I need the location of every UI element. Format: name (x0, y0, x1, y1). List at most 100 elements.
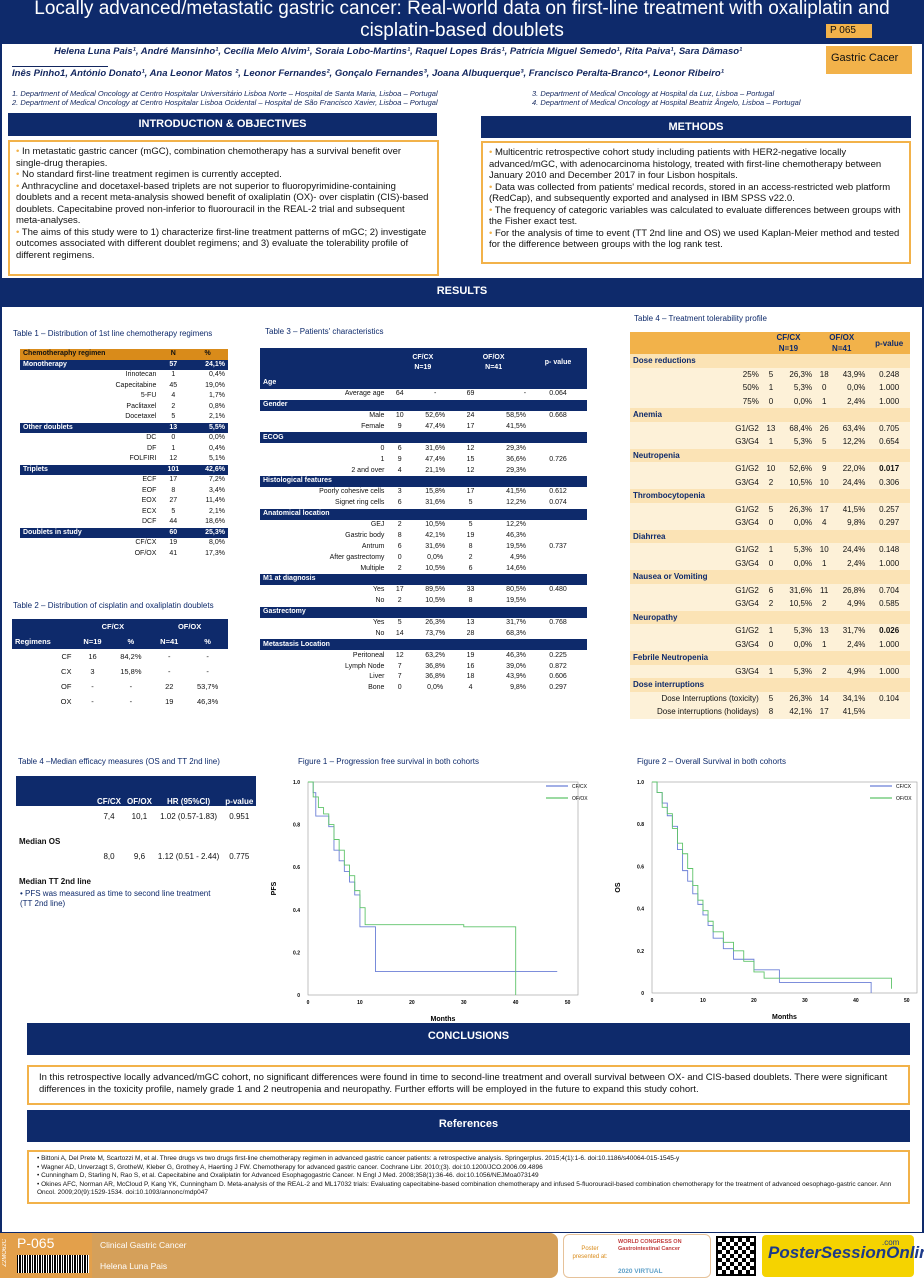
table-cell: 10,5% (780, 597, 816, 611)
table-row: Liver 7 36,8% 18 43,9% 0.606 (260, 672, 587, 683)
table-cell: Triplets (20, 464, 160, 475)
affiliation-1: 1. Department of Medical Oncology at Cen… (12, 89, 438, 98)
reference-item: • Bittoni A, Del Prete M, Scartozzi M, e… (37, 1155, 680, 1162)
table-group-row: Monotherapy 57 24,1% (20, 359, 228, 370)
table-cell: 43,9% (506, 673, 527, 681)
table-cell: 10 (815, 475, 834, 489)
table-cell: 11 (815, 583, 834, 597)
table-row: G1/G2 10 52,6% 9 22,0% 0.017 (630, 462, 910, 476)
table-cell: Neuropathy (630, 610, 910, 624)
table-row: 75% 0 0,0% 1 2,4% 1.000 (630, 394, 910, 408)
table-cell: Liver (369, 673, 385, 681)
table-cell: 1.000 (868, 381, 910, 395)
table-row: 50% 1 5,3% 0 0,0% 1.000 (630, 381, 910, 395)
table-cell (868, 705, 910, 719)
table-cell: 8,0% (209, 539, 225, 546)
table-cell: 15 (466, 455, 475, 463)
table-row: G3/G4 0 0,0% 1 2,4% 1.000 (630, 556, 910, 570)
table-cell: 1 (761, 624, 781, 638)
x-tick-label: 20 (409, 1000, 415, 1006)
table-section-row: Histological features (260, 476, 587, 487)
table-cell: Gastric body (345, 531, 385, 539)
methods-box: • Multicentric retrospective cohort stud… (481, 141, 911, 264)
intro-bullet: • In metastatic gastric cancer (mGC), co… (16, 146, 402, 169)
table-cell: CF/CX (74, 619, 152, 634)
y-tick-label: 0.4 (637, 907, 644, 913)
table-cell: 16 (466, 662, 475, 670)
table-header-row: CF/CX N=19 OF/OX N=41 p- value (260, 348, 587, 378)
methods-bullet: • Data was collected from patients' medi… (489, 181, 891, 205)
x-tick-label: 30 (802, 998, 808, 1004)
table-cell: Male (369, 412, 385, 420)
table-cell: 8 (397, 531, 402, 539)
table-cell (260, 348, 388, 378)
y-tick-label: 0.4 (293, 908, 300, 914)
table-cell: 4,9% (833, 664, 869, 678)
table-cell: 14,6% (506, 564, 527, 572)
table-cell: 5 (171, 507, 176, 515)
table-cell: 7 (397, 662, 402, 670)
table-cell: 1 (815, 556, 834, 570)
table-cell (529, 530, 587, 541)
congress-virtual: 2020 VIRTUAL (618, 1268, 663, 1275)
table-cell: DCF (141, 518, 157, 525)
table-cell: 1 (171, 444, 176, 452)
table4-caption: Table 4 – Treatment tolerability profile (634, 314, 767, 323)
table-row: Median OS 7,4 10,1 1.02 (0.57-1.83) 0.951 (16, 806, 256, 846)
table-cell: 31,6% (425, 542, 446, 550)
table-section-row: Dose reductions (630, 354, 910, 368)
table-cell (529, 563, 587, 574)
table-cell: ECF (142, 476, 157, 483)
table-cell: 0.606 (549, 673, 567, 681)
table2-caption: Table 2 – Distribution of cisplatin and … (13, 601, 214, 610)
table-cell: 26,3% (780, 502, 816, 516)
table-cell: 0,0% (427, 553, 444, 561)
table-cell: 8 (468, 542, 473, 550)
table-cell: 2,4% (833, 637, 869, 651)
x-tick-label: 50 (565, 1000, 571, 1006)
table-cell: 63,2% (425, 651, 446, 659)
table2-doublets: CF/CX OF/OX Regimens N=19% N=41% CF 16 84,2% - - C… (12, 619, 228, 709)
table-cell: OF (61, 682, 72, 691)
table-header-row: Regimens N=19% N=41% (12, 634, 228, 649)
table-cell: p- value (529, 348, 587, 378)
table-cell: CF/CX (94, 776, 125, 806)
table-cell: 45 (169, 381, 178, 389)
table-cell: 28 (466, 629, 475, 637)
table-header-row: CF/CX OF/OX (12, 619, 228, 634)
table-cell: 1.000 (868, 394, 910, 408)
table-cell: 2 (815, 664, 834, 678)
table-cell: 5 (761, 367, 781, 381)
table-cell: 18,6% (205, 518, 225, 525)
table-cell: 31,6% (425, 499, 446, 507)
table-header-row: CF/CX OF/OX HR (95%CI) p-value (16, 776, 257, 806)
table-cell: 0.248 (868, 367, 910, 381)
table-cell: 25% (630, 367, 762, 381)
table-cell: Gender (260, 399, 587, 411)
table-cell: 0 (397, 684, 402, 692)
table-cell (16, 776, 95, 806)
table-cell: Neutropenia (630, 448, 910, 462)
table-cell: 7,4 (103, 812, 115, 821)
table-cell: - (129, 697, 133, 706)
table-cell: 46,3% (506, 531, 527, 539)
table-cell: 50% (630, 381, 762, 395)
table-cell: 6 (397, 444, 402, 452)
table-cell: 10 (815, 543, 834, 557)
table-section-row: Anemia (630, 408, 910, 422)
table-cell: 24,4% (833, 475, 869, 489)
table-cell: Dose interruptions (630, 678, 910, 692)
table-cell: 19,5% (506, 597, 527, 605)
table-cell: 0.074 (549, 499, 567, 507)
table-cell: 60 (159, 527, 188, 538)
table-cell: 24,4% (833, 543, 869, 557)
y-axis-label: PFS (271, 881, 278, 895)
table-cell: G3/G4 (630, 597, 762, 611)
table-row: CX 3 15,8% - - (12, 664, 228, 679)
table-section-row: Nausea or Vomiting (630, 570, 910, 584)
table-cell: G1/G2 (630, 583, 762, 597)
group-n: N=19 (778, 344, 799, 353)
table-cell: 0,0% (780, 516, 816, 530)
table-cell: Nausea or Vomiting (630, 570, 910, 584)
table-cell: 2 (397, 597, 402, 605)
